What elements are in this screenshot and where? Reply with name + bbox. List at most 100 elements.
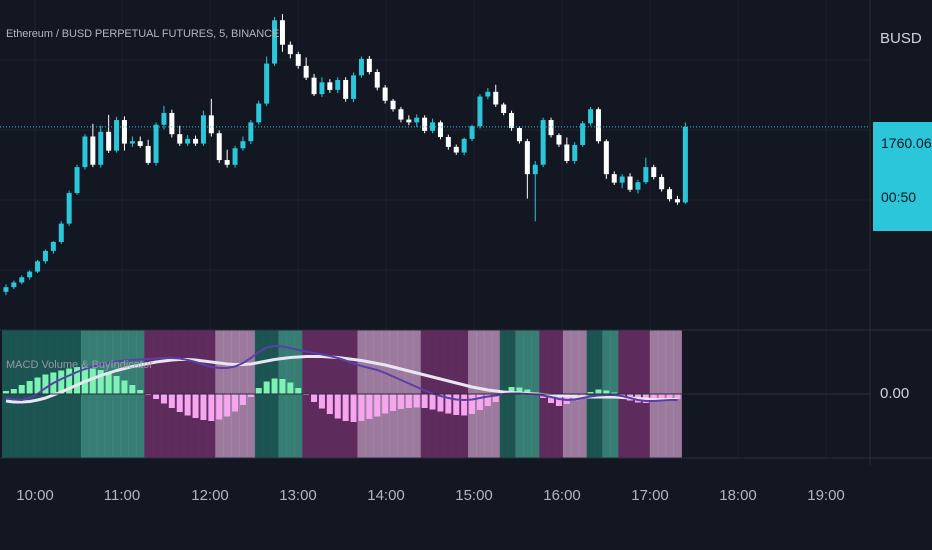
candle-body <box>580 123 586 145</box>
histogram-bar <box>208 394 215 421</box>
histogram-bar <box>611 392 618 394</box>
candle-body <box>42 250 48 262</box>
candle-body <box>627 176 633 190</box>
candle-body <box>11 282 17 288</box>
candle-body <box>509 112 515 129</box>
candle-body <box>366 58 372 73</box>
currency-label: BUSD <box>880 30 922 47</box>
histogram-bar <box>390 394 397 411</box>
candle-body <box>137 141 143 146</box>
time-tick-label: 14:00 <box>367 487 405 504</box>
histogram-bar <box>89 368 96 394</box>
time-tick-label: 12:00 <box>191 487 229 504</box>
signal-line <box>5 355 678 404</box>
candle-body <box>82 136 88 168</box>
candle-body <box>564 144 570 161</box>
histogram-bar <box>279 379 286 394</box>
candle-body <box>58 223 64 242</box>
candle-body <box>674 199 680 203</box>
histogram-bar <box>2 391 9 394</box>
candle-body <box>343 80 349 99</box>
histogram-bar <box>10 389 17 394</box>
histogram-bar <box>129 385 136 394</box>
candle-body <box>256 103 262 123</box>
histogram-bar <box>295 388 302 394</box>
candle-body <box>406 119 412 123</box>
histogram-bar <box>42 374 49 394</box>
candle-body <box>422 117 428 131</box>
histogram-bar <box>287 382 294 394</box>
histogram-bar <box>366 394 373 419</box>
candle-body <box>611 174 617 183</box>
candle-body <box>295 54 301 66</box>
time-tick-label: 10:00 <box>16 487 54 504</box>
histogram-bar <box>176 394 183 412</box>
candle-body <box>264 63 270 104</box>
histogram-bar <box>674 394 681 399</box>
histogram-bar <box>492 394 499 402</box>
histogram-bar <box>255 388 262 394</box>
histogram-bar <box>184 394 191 416</box>
candle-body <box>279 20 285 45</box>
symbol-title: Ethereum / BUSD PERPETUAL FUTURES, 5, BI… <box>6 28 280 40</box>
candle-body <box>74 167 80 194</box>
candle-body <box>588 109 594 124</box>
candle-body <box>19 277 25 283</box>
histogram-bar <box>318 394 325 409</box>
candle-body <box>200 115 206 144</box>
candle-body <box>445 136 451 147</box>
histogram-bar <box>311 394 318 402</box>
candle-body <box>193 138 199 144</box>
histogram-bar <box>113 376 120 394</box>
histogram-bar <box>508 387 515 394</box>
last-price-value: 1760.06 <box>881 135 932 151</box>
indicator-title: MACD Volume & BuyIndicator <box>6 359 153 371</box>
candle-body <box>35 261 41 272</box>
candle-body <box>216 133 222 161</box>
candle-body <box>287 44 293 55</box>
histogram-bar <box>216 394 223 420</box>
price-candles <box>0 14 870 296</box>
histogram-bar <box>358 394 365 421</box>
histogram-bar <box>200 394 207 420</box>
candle-body <box>382 87 388 101</box>
histogram-bar <box>445 394 452 414</box>
histogram-bar <box>666 394 673 401</box>
candle-body <box>516 128 522 142</box>
histogram-bar <box>224 394 231 417</box>
candle-body <box>303 65 309 78</box>
candle-body <box>153 124 159 163</box>
histogram-bar <box>603 390 610 394</box>
candle-body <box>232 148 238 165</box>
candle-body <box>374 72 380 88</box>
histogram-bar <box>18 385 25 394</box>
candle-body <box>50 241 56 251</box>
histogram-bar <box>232 394 239 412</box>
histogram-bar <box>382 394 389 414</box>
candle-body <box>240 141 246 149</box>
candle-body <box>351 75 357 99</box>
grid <box>0 0 870 458</box>
histogram-bar <box>153 394 160 399</box>
time-tick-label: 11:00 <box>103 487 141 504</box>
histogram-bar <box>239 394 246 405</box>
indicator-zero-label: 0.00 <box>880 385 910 402</box>
candle-body <box>327 82 333 90</box>
time-tick-label: 19:00 <box>807 487 845 504</box>
last-price-badge: 1760.06 00:50 <box>873 122 932 231</box>
candle-body <box>651 167 657 178</box>
candle-body <box>90 136 96 165</box>
candle-body <box>185 138 191 144</box>
candle-body <box>437 122 443 137</box>
histogram-bar <box>121 380 128 394</box>
candle-body <box>603 141 609 175</box>
candle-body <box>161 112 167 125</box>
histogram-bar <box>105 372 112 394</box>
candle-body <box>532 164 538 175</box>
candle-body <box>98 131 104 165</box>
candle-body <box>248 122 254 142</box>
macd-line <box>5 345 678 402</box>
histogram-bar <box>421 394 428 408</box>
